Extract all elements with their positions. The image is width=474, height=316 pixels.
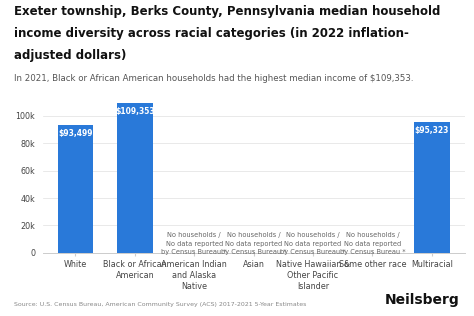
Text: income diversity across racial categories (in 2022 inflation-: income diversity across racial categorie… xyxy=(14,27,409,40)
Bar xyxy=(57,125,93,253)
Text: Exeter township, Berks County, Pennsylvania median household: Exeter township, Berks County, Pennsylva… xyxy=(14,5,441,18)
Text: No households /
No data reported
by Census Bureau *: No households / No data reported by Cens… xyxy=(161,232,227,255)
Text: In 2021, Black or African American households had the highest median income of $: In 2021, Black or African American house… xyxy=(14,74,414,83)
Text: $93,499: $93,499 xyxy=(58,129,92,138)
Bar xyxy=(117,103,153,253)
Text: Source: U.S. Census Bureau, American Community Survey (ACS) 2017-2021 5-Year Est: Source: U.S. Census Bureau, American Com… xyxy=(14,301,307,307)
Text: No households /
No data reported
by Census Bureau *: No households / No data reported by Cens… xyxy=(339,232,405,255)
Text: No households /
No data reported
by Census Bureau *: No households / No data reported by Cens… xyxy=(280,232,346,255)
Text: No households /
No data reported
by Census Bureau *: No households / No data reported by Cens… xyxy=(221,232,286,255)
Text: $95,323: $95,323 xyxy=(415,126,449,135)
Bar xyxy=(414,122,450,253)
Text: adjusted dollars): adjusted dollars) xyxy=(14,49,127,62)
Text: $109,353: $109,353 xyxy=(115,107,155,116)
Text: Neilsberg: Neilsberg xyxy=(385,293,460,307)
